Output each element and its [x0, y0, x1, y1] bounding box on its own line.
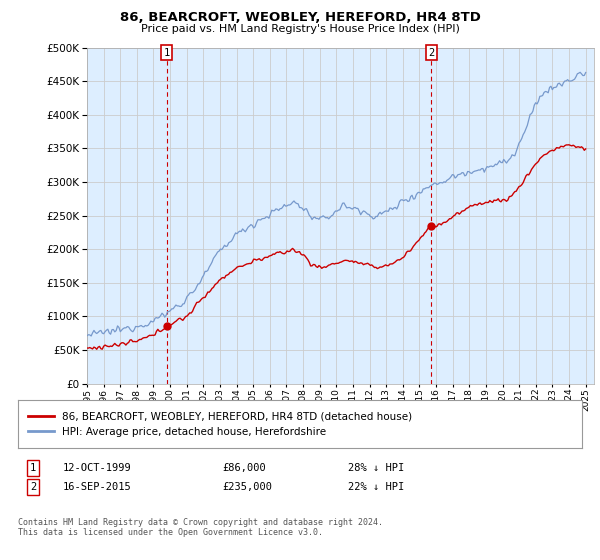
Text: 12-OCT-1999: 12-OCT-1999	[63, 463, 132, 473]
Text: 2: 2	[30, 482, 36, 492]
Text: 1: 1	[163, 48, 170, 58]
Text: 28% ↓ HPI: 28% ↓ HPI	[348, 463, 404, 473]
Text: £86,000: £86,000	[222, 463, 266, 473]
Text: 16-SEP-2015: 16-SEP-2015	[63, 482, 132, 492]
Text: 22% ↓ HPI: 22% ↓ HPI	[348, 482, 404, 492]
Text: 1: 1	[30, 463, 36, 473]
Text: Price paid vs. HM Land Registry's House Price Index (HPI): Price paid vs. HM Land Registry's House …	[140, 24, 460, 34]
Text: 2: 2	[428, 48, 434, 58]
Text: 86, BEARCROFT, WEOBLEY, HEREFORD, HR4 8TD: 86, BEARCROFT, WEOBLEY, HEREFORD, HR4 8T…	[119, 11, 481, 24]
Text: £235,000: £235,000	[222, 482, 272, 492]
Text: Contains HM Land Registry data © Crown copyright and database right 2024.
This d: Contains HM Land Registry data © Crown c…	[18, 518, 383, 538]
Legend: 86, BEARCROFT, WEOBLEY, HEREFORD, HR4 8TD (detached house), HPI: Average price, : 86, BEARCROFT, WEOBLEY, HEREFORD, HR4 8T…	[23, 408, 416, 441]
